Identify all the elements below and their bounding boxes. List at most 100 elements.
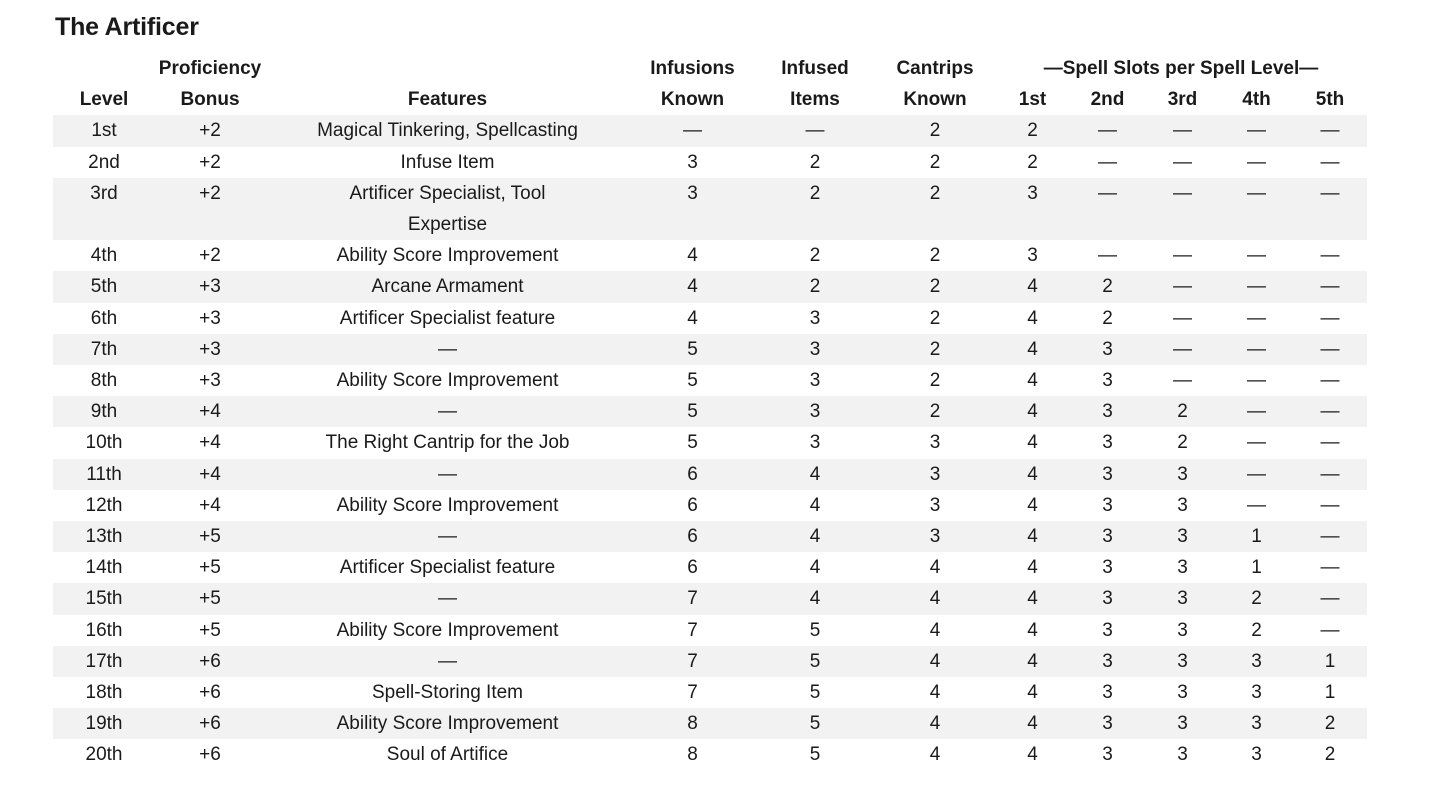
infusions-known-cell: 3 (687, 151, 698, 173)
slot-1st-cell: 4 (1027, 307, 1038, 329)
slot-4th-cell: — (1247, 151, 1266, 173)
features-cell: — (438, 526, 457, 548)
slot-4th-cell: 1 (1251, 557, 1262, 579)
table-row: 20th +6 Soul of Artifice 8 5 4 4 3 3 3 2 (53, 739, 1367, 770)
header-row-bottom: Level Bonus Features Known Items Known 1… (53, 84, 1367, 115)
slot-5th-cell: — (1320, 619, 1340, 641)
level-cell: 19th (85, 713, 123, 735)
level-cell: 18th (85, 682, 123, 704)
proficiency-bonus-cell: +4 (199, 432, 221, 454)
slot-2nd-cell: — (1098, 182, 1117, 204)
slot-5th-cell: — (1320, 588, 1340, 610)
infused-items-cell: 2 (809, 182, 821, 204)
slot-1st-cell: 4 (1027, 713, 1038, 735)
slot-2nd-cell: 3 (1102, 619, 1113, 641)
proficiency-bonus-cell: +5 (199, 619, 221, 641)
slot-2nd-cell: 3 (1102, 713, 1113, 735)
slot-4th-cell: 3 (1251, 650, 1262, 672)
slot-2nd-cell: 3 (1102, 432, 1113, 454)
features-cell: Artificer Specialist feature (339, 307, 556, 329)
slot-5th-cell: — (1320, 401, 1340, 423)
level-cell: 1st (91, 120, 117, 142)
slot-3rd-cell: — (1173, 307, 1192, 329)
slot-4th-cell: 3 (1251, 744, 1262, 766)
level-cell: 10th (85, 432, 123, 454)
slot-5th-cell: — (1320, 151, 1340, 173)
table-row: 3rd +2 Artificer Specialist, Tool Expert… (53, 177, 1367, 241)
features-cell: — (438, 338, 457, 360)
slot-2nd-cell: 3 (1102, 650, 1113, 672)
slot-5th-cell: 1 (1324, 682, 1336, 704)
table-row: 18th +6 Spell-Storing Item 7 5 4 4 3 3 3… (53, 677, 1367, 708)
table-row: 5th +3 Arcane Armament 4 2 2 4 2 — — — (53, 271, 1367, 303)
slot-5th-cell: 1 (1324, 650, 1336, 672)
slot-4th-cell: — (1247, 463, 1266, 485)
slot-1st-cell: 3 (1027, 182, 1038, 204)
infusions-known-cell: 8 (687, 713, 698, 735)
infused-items-cell: 2 (809, 245, 821, 267)
slot-2nd-cell: — (1098, 151, 1117, 173)
table-row: 2nd +2 Infuse Item 3 2 2 2 — — — — (53, 147, 1367, 178)
features-cell: — (438, 401, 457, 423)
features-cell: Ability Score Improvement (336, 245, 559, 267)
level-cell: 7th (90, 338, 118, 360)
slot-4th-cell: — (1247, 494, 1266, 516)
infusions-known-cell: 4 (687, 307, 698, 329)
infusions-known-cell: 7 (687, 619, 698, 641)
features-cell: — (438, 588, 457, 610)
level-cell: 6th (90, 307, 118, 329)
slot-1st-cell: 4 (1027, 276, 1038, 298)
slot-1st-cell: 4 (1027, 370, 1038, 392)
slot-3rd-cell: 3 (1177, 713, 1188, 735)
header-proficiency-line2: Bonus (180, 89, 240, 111)
infusions-known-cell: 6 (687, 526, 698, 548)
proficiency-bonus-cell: +3 (199, 338, 221, 360)
slot-2nd-cell: 3 (1102, 526, 1113, 548)
cantrips-known-cell: 4 (929, 744, 941, 766)
features-cell: Artificer Specialist, Tool Expertise (349, 182, 546, 236)
proficiency-bonus-cell: +6 (199, 682, 221, 704)
cantrips-known-cell: 4 (929, 619, 941, 641)
cantrips-known-cell: 2 (929, 276, 941, 298)
header-row-top: Proficiency Infusions Infused Cantrips —… (53, 53, 1367, 84)
slot-2nd-cell: 3 (1102, 338, 1113, 360)
proficiency-bonus-cell: +4 (199, 401, 221, 423)
header-infusions-line1: Infusions (650, 58, 735, 79)
infused-items-cell: 5 (809, 650, 821, 672)
proficiency-bonus-cell: +4 (199, 494, 221, 516)
slot-5th-cell: — (1320, 307, 1340, 329)
slot-3rd-cell: — (1173, 120, 1192, 142)
level-cell: 16th (85, 619, 123, 641)
infusions-known-cell: 4 (687, 276, 698, 298)
infusions-known-cell: — (683, 120, 702, 142)
slot-2nd-cell: — (1098, 245, 1117, 267)
level-cell: 3rd (90, 182, 118, 204)
infused-items-cell: 4 (809, 526, 821, 548)
slot-1st-cell: 3 (1027, 245, 1038, 267)
header-level-spacer (53, 53, 155, 84)
infused-items-cell: 3 (809, 401, 821, 423)
artificer-class-table: Proficiency Infusions Infused Cantrips —… (53, 53, 1367, 771)
features-cell: Ability Score Improvement (336, 713, 559, 735)
features-cell: Artificer Specialist feature (339, 557, 556, 579)
slot-3rd-cell: — (1173, 370, 1192, 392)
proficiency-bonus-cell: +5 (199, 588, 221, 610)
level-cell: 4th (90, 245, 118, 267)
table-row: 19th +6 Ability Score Improvement 8 5 4 … (53, 708, 1367, 740)
slot-1st-cell: 2 (1027, 151, 1038, 173)
slot-2nd-cell: 3 (1102, 463, 1113, 485)
slot-3rd-cell: 3 (1177, 557, 1188, 579)
slot-5th-cell: — (1320, 526, 1340, 548)
level-cell: 20th (85, 744, 123, 766)
infusions-known-cell: 8 (687, 744, 698, 766)
slot-5th-cell: — (1320, 245, 1340, 267)
slot-2nd-cell: 3 (1102, 682, 1113, 704)
infusions-known-cell: 7 (687, 588, 698, 610)
proficiency-bonus-cell: +2 (199, 245, 221, 267)
level-cell: 8th (90, 370, 118, 392)
header-proficiency-line1: Proficiency (158, 58, 262, 79)
slot-4th-cell: 3 (1251, 682, 1262, 704)
table-row: 11th +4 — 6 4 3 4 3 3 — — (53, 458, 1367, 490)
header-infusions-line2: Known (660, 89, 725, 111)
slot-5th-cell: 2 (1324, 713, 1336, 735)
